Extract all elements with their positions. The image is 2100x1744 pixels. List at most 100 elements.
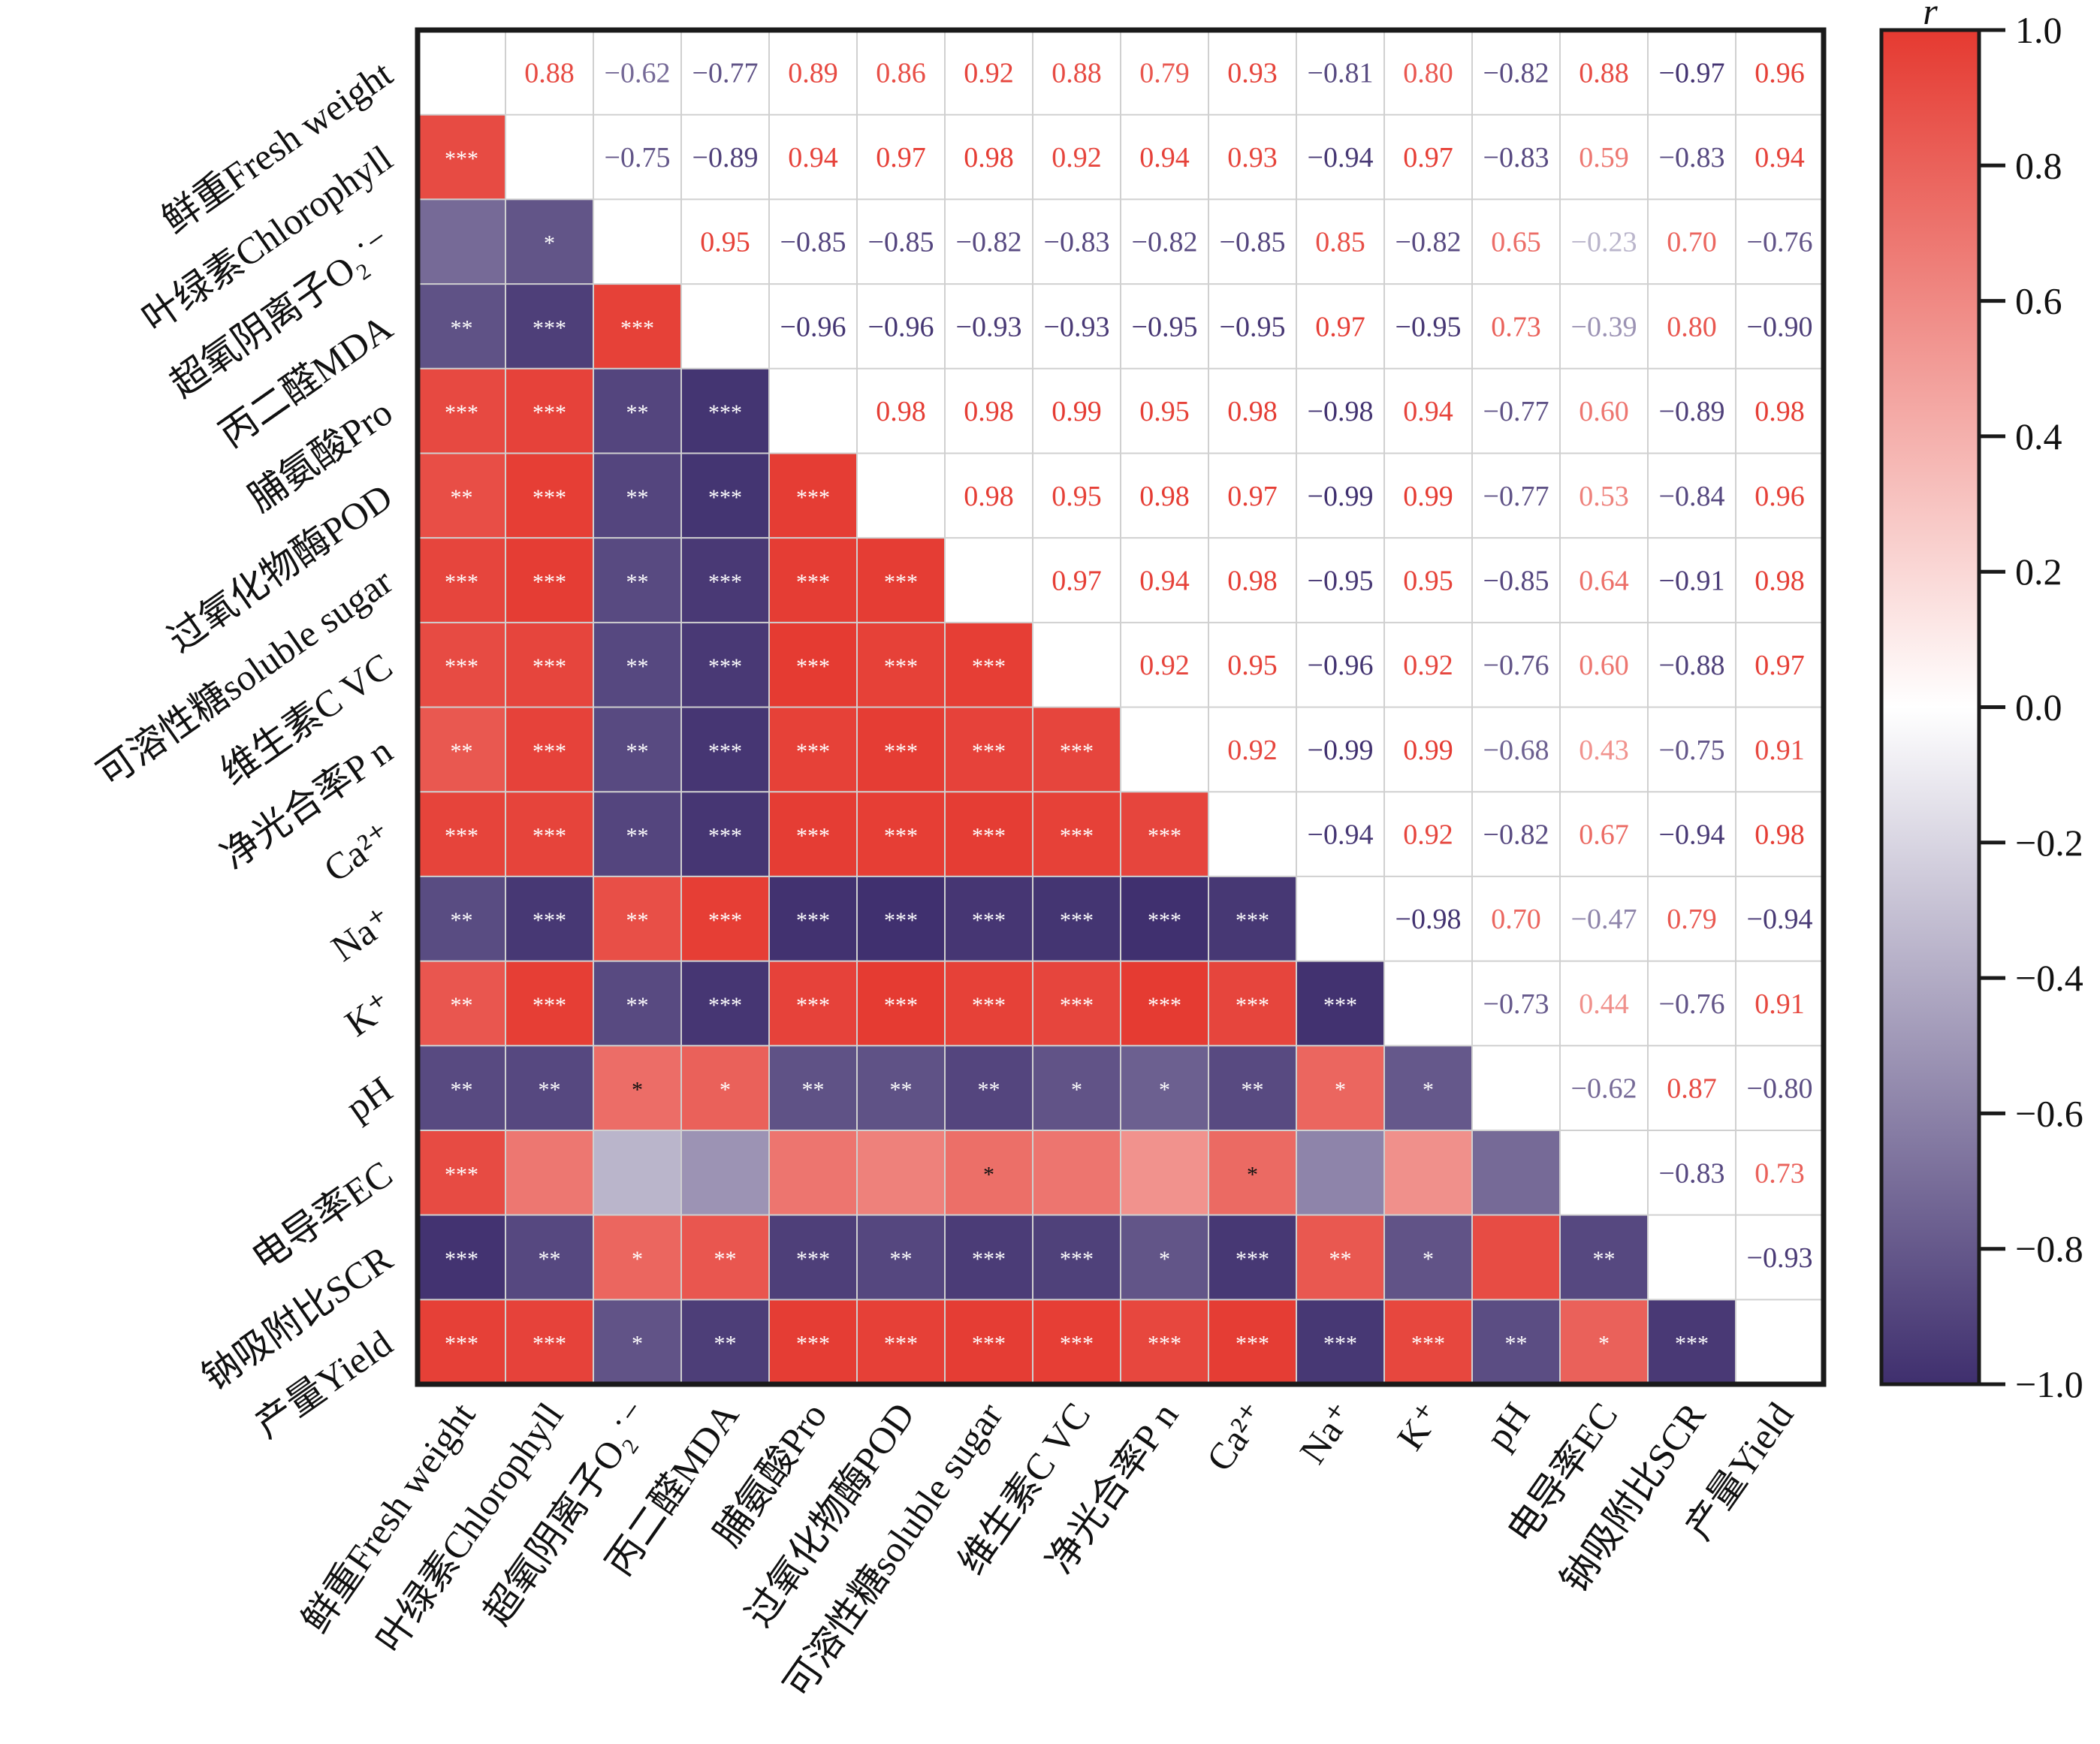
significance-marker: *** xyxy=(533,569,566,594)
heatmap-cell xyxy=(1736,961,1824,1046)
significance-marker: *** xyxy=(533,739,566,764)
heatmap-cell xyxy=(1033,1045,1121,1130)
cell-value-label: 0.98 xyxy=(876,396,926,427)
heatmap-cell xyxy=(1648,876,1736,961)
heatmap-cell xyxy=(681,30,769,115)
heatmap-cell xyxy=(945,1130,1033,1215)
heatmap-cell xyxy=(593,453,681,539)
significance-marker: *** xyxy=(1675,1332,1709,1356)
heatmap-cell xyxy=(945,876,1033,961)
heatmap-cell xyxy=(1560,961,1648,1046)
cell-value-label: 0.80 xyxy=(1667,311,1717,342)
cell-value-label: −0.76 xyxy=(1747,227,1813,258)
significance-marker: *** xyxy=(972,824,1006,849)
heatmap-cell xyxy=(1648,1130,1736,1215)
cell-value-label: 0.94 xyxy=(788,142,838,173)
heatmap-cell xyxy=(681,199,769,285)
heatmap-cell xyxy=(769,30,857,115)
cell-value-label: 0.73 xyxy=(1755,1157,1805,1189)
significance-marker: * xyxy=(632,1078,643,1103)
cell-value-label: 0.98 xyxy=(964,142,1014,173)
heatmap-cell xyxy=(1208,1130,1296,1215)
heatmap-cell xyxy=(418,199,505,285)
heatmap-cell xyxy=(1560,114,1648,200)
cell-value-label: −0.75 xyxy=(1659,735,1725,766)
significance-marker: ** xyxy=(714,1332,737,1356)
cell-value-label: −0.94 xyxy=(1747,904,1813,935)
heatmap-cell xyxy=(1121,1299,1208,1384)
cell-value-label: 0.70 xyxy=(1491,904,1541,935)
heatmap-cell xyxy=(1648,1214,1736,1300)
significance-marker: *** xyxy=(884,1332,918,1356)
significance-marker: *** xyxy=(796,993,830,1018)
x-axis-label: K⁺ xyxy=(1389,1395,1450,1457)
cell-value-label: 0.92 xyxy=(1052,142,1102,173)
cell-value-label: 0.89 xyxy=(788,57,838,89)
heatmap-cell xyxy=(505,199,593,285)
cell-value-label: −0.73 xyxy=(1483,988,1549,1020)
heatmap-cell xyxy=(593,1299,681,1384)
heatmap-cell xyxy=(1033,30,1121,115)
heatmap-cell xyxy=(681,622,769,708)
significance-marker: ** xyxy=(714,1247,737,1272)
heatmap-cell xyxy=(418,284,505,369)
y-axis-label: pH xyxy=(338,1068,400,1129)
cell-value-label: 0.88 xyxy=(1052,57,1102,89)
heatmap-cell xyxy=(593,1130,681,1215)
heatmap-cell xyxy=(945,199,1033,285)
heatmap-cell xyxy=(1472,1130,1560,1215)
significance-marker: *** xyxy=(796,569,830,594)
heatmap-cell xyxy=(681,538,769,623)
significance-marker: ** xyxy=(1505,1332,1528,1356)
heatmap-cell xyxy=(1560,876,1648,961)
heatmap-cell xyxy=(1121,792,1208,877)
y-axis-label: Ca²⁺ xyxy=(316,814,400,890)
heatmap-cell xyxy=(1472,368,1560,454)
cell-value-label: 0.98 xyxy=(964,481,1014,512)
heatmap-cell xyxy=(505,453,593,539)
heatmap-cell xyxy=(1736,199,1824,285)
heatmap-cell xyxy=(418,1045,505,1130)
cell-value-label: 0.64 xyxy=(1579,565,1629,596)
heatmap-cell xyxy=(1121,707,1208,792)
significance-marker: *** xyxy=(445,1162,478,1187)
significance-marker: *** xyxy=(708,993,742,1018)
significance-marker: ** xyxy=(1593,1247,1616,1272)
cell-value-label: −0.23 xyxy=(1571,227,1637,258)
cell-value-label: 0.79 xyxy=(1139,57,1190,89)
significance-marker: *** xyxy=(972,1332,1006,1356)
significance-marker: *** xyxy=(533,1332,566,1356)
significance-marker: *** xyxy=(533,993,566,1018)
cell-value-label: 0.98 xyxy=(1139,481,1190,512)
heatmap-cell xyxy=(1472,707,1560,792)
heatmap-cell xyxy=(769,284,857,369)
cell-value-label: 0.88 xyxy=(524,57,575,89)
heatmap-cell xyxy=(1384,368,1472,454)
heatmap-cell xyxy=(769,622,857,708)
cell-value-label: 0.99 xyxy=(1052,396,1102,427)
heatmap-cell xyxy=(1560,284,1648,369)
cell-value-label: −0.89 xyxy=(692,142,759,173)
heatmap-cell xyxy=(1736,622,1824,708)
colorbar-tick-label: 0.0 xyxy=(2015,686,2062,729)
heatmap-cell xyxy=(945,622,1033,708)
heatmap-cell xyxy=(1472,1299,1560,1384)
heatmap-cell xyxy=(1121,1130,1208,1215)
heatmap-cell xyxy=(945,538,1033,623)
cell-value-label: 0.88 xyxy=(1579,57,1629,89)
significance-marker: *** xyxy=(445,654,478,679)
heatmap-cell xyxy=(1648,707,1736,792)
colorbar-tick-label: 0.8 xyxy=(2015,144,2062,186)
heatmap-cell xyxy=(1648,284,1736,369)
significance-marker: *** xyxy=(708,739,742,764)
significance-marker: *** xyxy=(1060,993,1094,1018)
significance-marker: * xyxy=(632,1332,643,1356)
heatmap-cell xyxy=(1560,622,1648,708)
cell-value-label: −0.90 xyxy=(1747,311,1813,342)
significance-marker: *** xyxy=(884,993,918,1018)
cell-value-label: 0.92 xyxy=(1403,650,1453,681)
significance-marker: *** xyxy=(708,908,742,933)
cell-value-label: −0.95 xyxy=(1395,311,1462,342)
colorbar-tick-label: 0.6 xyxy=(2015,280,2062,322)
heatmap-cell xyxy=(505,622,593,708)
